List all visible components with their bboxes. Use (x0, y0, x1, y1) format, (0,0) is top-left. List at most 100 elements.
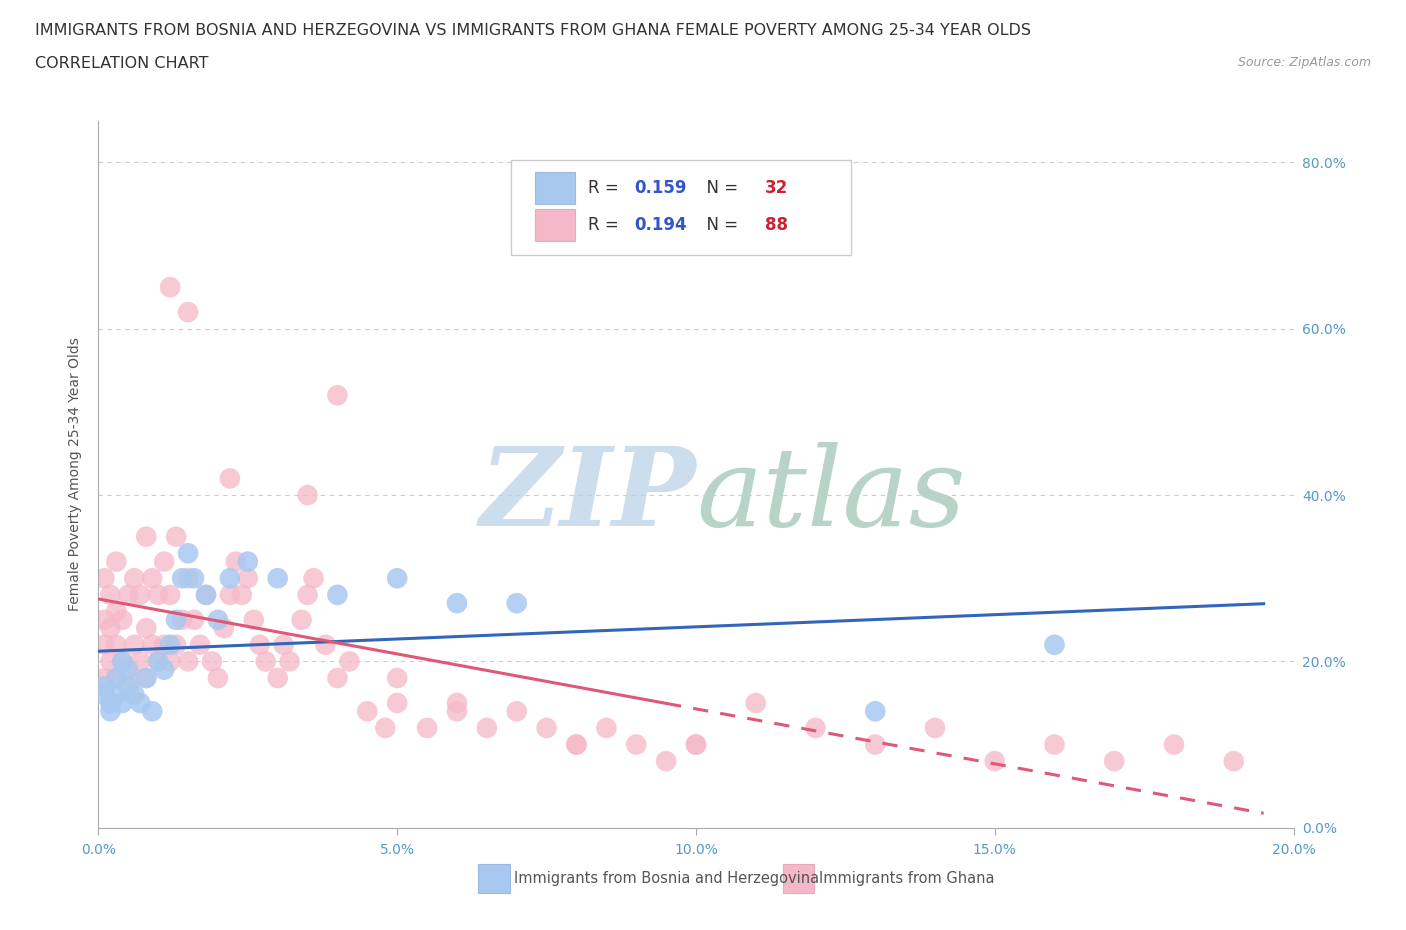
Point (207, 671, 229, 685)
Point (129, 696, 152, 711)
Point (98, 588, 122, 603)
Point (339, 654, 361, 669)
Point (98, 704, 122, 719)
Point (135, 671, 157, 685)
FancyBboxPatch shape (534, 208, 575, 241)
Point (148, 588, 170, 603)
Point (446, 704, 468, 719)
Point (159, 637, 181, 652)
Point (93, 571, 115, 586)
Point (446, 596, 468, 611)
Point (446, 696, 468, 711)
Point (117, 662, 139, 677)
Point (177, 654, 200, 669)
Point (183, 612, 205, 627)
Point (219, 471, 242, 485)
Point (124, 637, 146, 652)
Point (111, 696, 134, 711)
Point (326, 388, 349, 403)
Point (249, 637, 271, 652)
Point (1223, 753, 1246, 768)
Point (135, 620, 157, 635)
Point (385, 671, 409, 685)
Point (219, 588, 242, 603)
Point (416, 721, 439, 736)
Point (124, 687, 146, 702)
Point (117, 679, 139, 694)
Point (141, 704, 163, 719)
Point (177, 571, 200, 586)
Point (536, 721, 558, 736)
Point (685, 737, 707, 752)
Point (685, 737, 707, 752)
Point (506, 596, 529, 611)
Point (195, 588, 218, 603)
Point (267, 671, 290, 685)
Point (111, 654, 134, 669)
Point (273, 637, 295, 652)
Point (865, 737, 887, 752)
Point (984, 753, 1007, 768)
Point (141, 571, 163, 586)
Point (297, 487, 319, 502)
Point (315, 637, 337, 652)
Point (374, 721, 396, 736)
Point (148, 654, 170, 669)
Point (1043, 637, 1066, 652)
Point (105, 671, 128, 685)
Point (475, 721, 498, 736)
Point (924, 721, 946, 736)
Point (212, 620, 235, 635)
Point (111, 612, 134, 627)
Point (172, 571, 194, 586)
Point (326, 671, 349, 685)
Point (207, 612, 229, 627)
Point (865, 704, 887, 719)
Point (297, 588, 319, 603)
Point (278, 654, 301, 669)
Point (385, 696, 409, 711)
Point (135, 529, 157, 544)
Point (135, 671, 157, 685)
Point (93, 671, 115, 685)
Point (124, 571, 146, 586)
Point (201, 654, 224, 669)
Point (254, 654, 277, 669)
Point (159, 654, 181, 669)
Point (165, 529, 187, 544)
Text: ZIP: ZIP (479, 442, 696, 550)
Point (153, 554, 176, 569)
Point (236, 571, 259, 586)
Point (105, 604, 128, 619)
Point (267, 571, 290, 586)
FancyBboxPatch shape (534, 172, 575, 205)
Point (302, 571, 325, 586)
Point (626, 737, 648, 752)
Text: N =: N = (696, 216, 744, 233)
FancyBboxPatch shape (783, 865, 814, 893)
Text: Source: ZipAtlas.com: Source: ZipAtlas.com (1237, 56, 1371, 69)
Point (655, 753, 678, 768)
Point (291, 612, 314, 627)
Point (745, 696, 768, 711)
Point (326, 588, 349, 603)
Text: Immigrants from Ghana: Immigrants from Ghana (820, 871, 994, 886)
Point (105, 554, 128, 569)
Point (159, 280, 181, 295)
Text: 0.194: 0.194 (634, 216, 686, 233)
Point (1104, 753, 1126, 768)
Text: atlas: atlas (696, 442, 966, 550)
Point (231, 588, 253, 603)
Text: N =: N = (696, 179, 744, 197)
Point (565, 737, 588, 752)
Text: 0.159: 0.159 (634, 179, 686, 197)
Point (1043, 737, 1066, 752)
Point (153, 662, 176, 677)
FancyBboxPatch shape (510, 160, 852, 255)
Point (148, 654, 170, 669)
Point (159, 588, 181, 603)
Point (129, 588, 152, 603)
Point (105, 671, 128, 685)
Point (243, 612, 266, 627)
Point (93, 679, 115, 694)
